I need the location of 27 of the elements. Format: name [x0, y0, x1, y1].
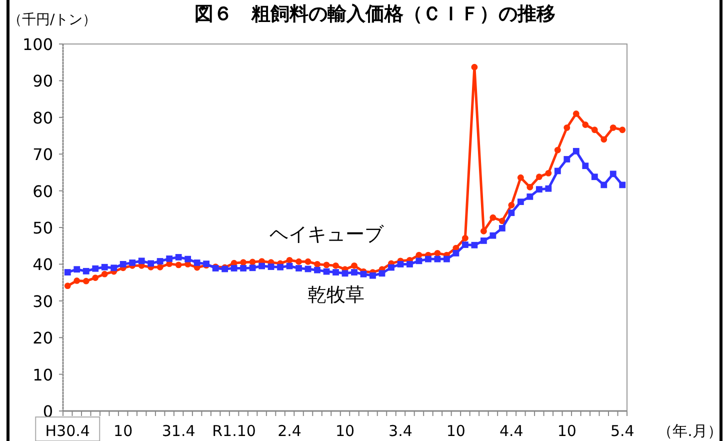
y-tick-label: 80: [32, 108, 53, 128]
series-label: ヘイキューブ: [270, 223, 385, 246]
y-tick-label: 60: [32, 182, 53, 201]
x-tick-label: H30.4: [45, 422, 90, 440]
y-tick-label: 70: [32, 145, 53, 164]
x-tick-label: 4.4: [499, 422, 524, 440]
y-tick-label: 100: [22, 35, 53, 54]
x-tick-label: R1.10: [212, 422, 256, 440]
y-tick-label: 20: [32, 328, 53, 348]
y-tick-label: 90: [32, 72, 53, 91]
x-tick-label: 2.4: [278, 422, 302, 440]
x-axis-title: （年.月）: [658, 422, 722, 440]
y-tick-label: 10: [32, 365, 53, 384]
y-tick-label: 50: [32, 218, 53, 238]
series-label: 乾牧草: [307, 284, 364, 306]
x-tick-label: 10: [335, 422, 355, 440]
x-tick-label: 3.4: [388, 422, 412, 440]
y-axis-title: （千円/トン）: [8, 12, 97, 28]
y-tick-label: 40: [32, 255, 53, 274]
y-tick-label: 30: [32, 292, 53, 311]
x-tick-label: 10: [446, 422, 466, 440]
chart-title: 図６ 粗飼料の輸入価格（ＣＩＦ）の推移: [194, 3, 556, 25]
x-tick-label: 31.4: [162, 422, 196, 440]
x-tick-label: 5.4: [610, 422, 634, 440]
x-tick-label: 10: [114, 422, 133, 440]
y-tick-label: 0: [42, 402, 53, 421]
x-tick-label: 10: [557, 422, 576, 440]
